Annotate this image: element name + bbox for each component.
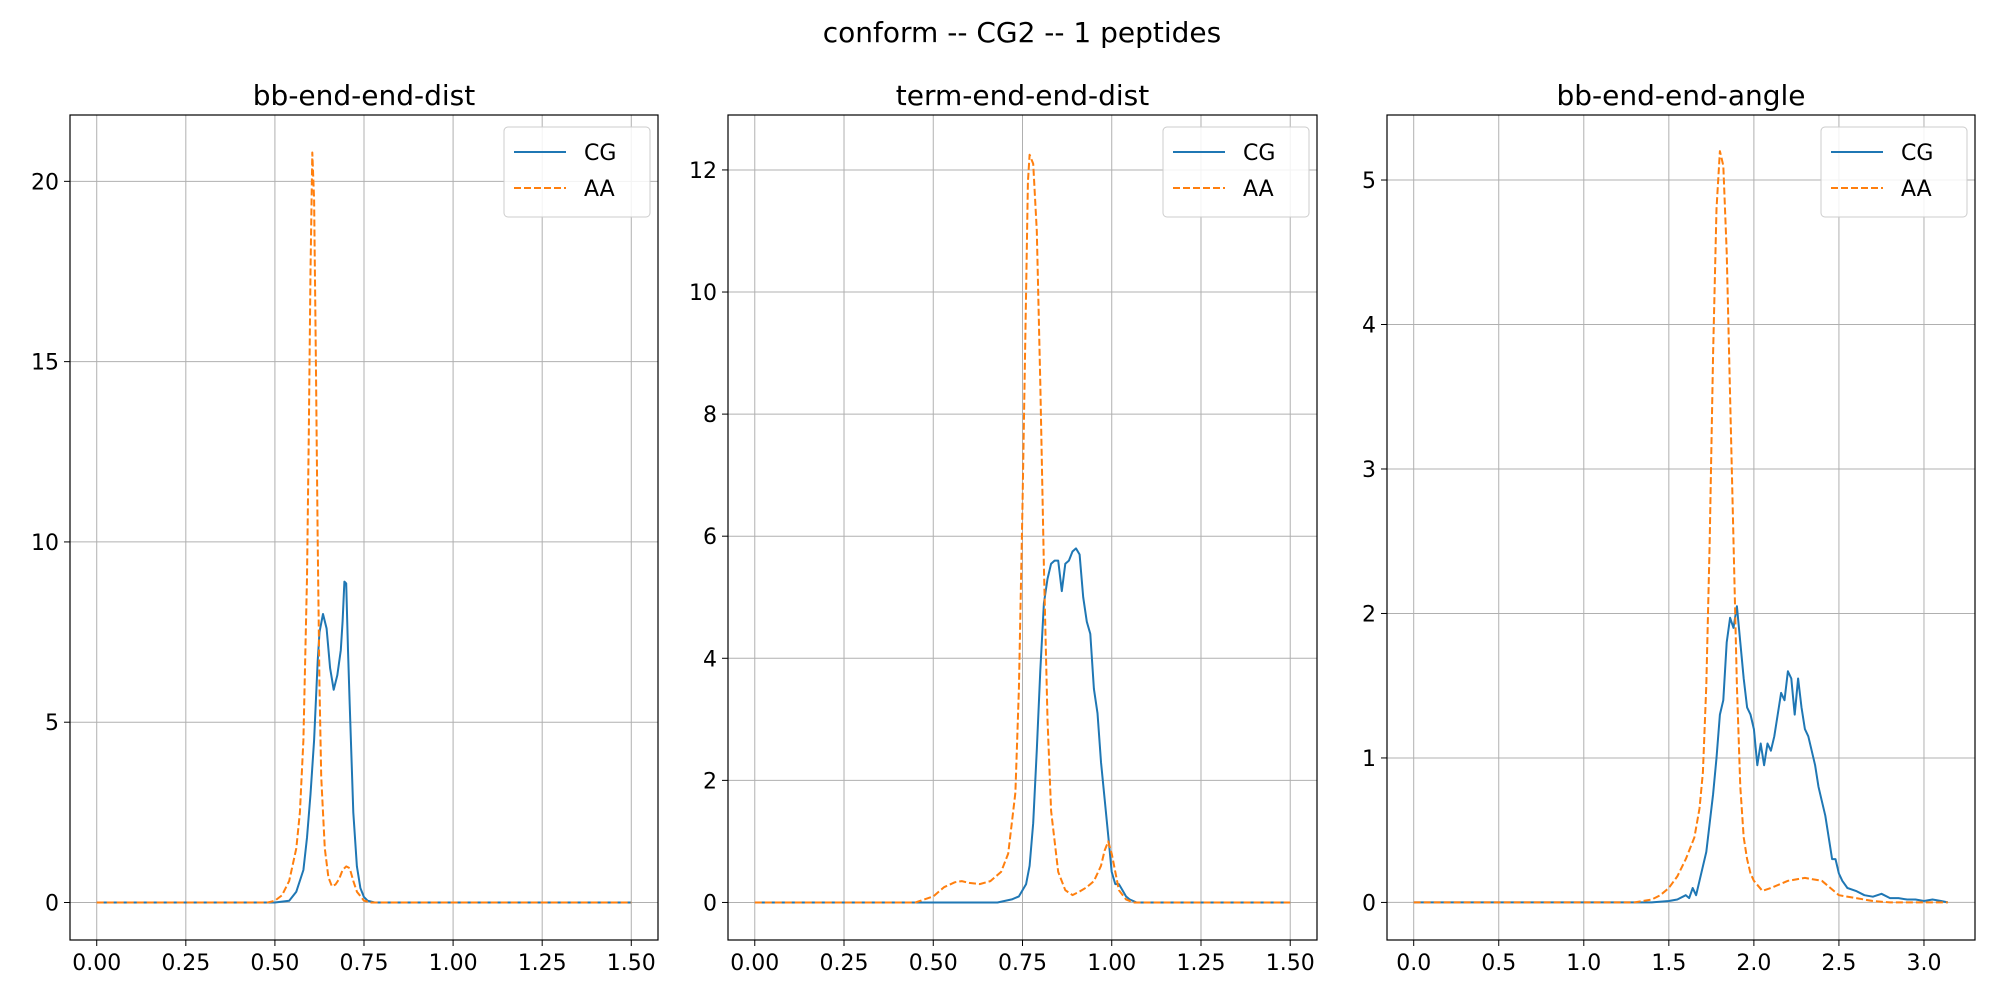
x-tick-label: 0.00	[730, 951, 779, 976]
x-tick-label: 0.50	[909, 951, 958, 976]
x-tick-label: 0.00	[72, 951, 121, 976]
x-tick-label: 1.50	[1266, 951, 1315, 976]
y-tick-label: 0	[703, 891, 717, 916]
axes-frame	[1386, 114, 1976, 941]
y-tick-label: 8	[703, 403, 717, 428]
y-tick-label: 5	[45, 711, 59, 736]
series-line-cg	[96, 580, 632, 904]
figure-title: conform -- CG2 -- 1 peptides	[823, 16, 1221, 49]
subplot-title: bb-end-end-dist	[253, 79, 475, 112]
y-tick-label: 4	[1362, 314, 1376, 339]
subplot-3: bb-end-end-angle 0.0 0.5 1.0 1.5 2.0 2.5 3.0 0 1 2…	[1362, 79, 1976, 976]
y-tick-label: 2	[703, 769, 717, 794]
legend-label: AA	[584, 177, 615, 202]
series-line-aa	[1413, 150, 1948, 904]
y-tick-label: 20	[31, 170, 59, 195]
x-tick-label: 2.5	[1821, 951, 1856, 976]
x-tick-label: 0.50	[250, 951, 299, 976]
legend-label: CG	[1243, 141, 1275, 166]
y-tick-label: 4	[703, 647, 717, 672]
y-tick-label: 2	[1362, 602, 1376, 627]
subplot-2: term-end-end-dist 0.00 0.25 0.50 0.75 1.00 1.2…	[689, 79, 1318, 976]
y-tick-label: 3	[1362, 458, 1376, 483]
legend-box	[1820, 126, 1968, 218]
x-tick-label: 1.25	[1176, 951, 1225, 976]
x-tick-label: 0.75	[998, 951, 1047, 976]
x-tick-label: 0.5	[1481, 951, 1516, 976]
legend: CG AA	[1820, 126, 1968, 218]
y-tick-label: 0	[1362, 891, 1376, 916]
series-line-cg	[1413, 605, 1949, 904]
subplot-title: term-end-end-dist	[896, 79, 1149, 112]
y-tick-label: 5	[1362, 169, 1376, 194]
y-tick-label: 15	[31, 351, 59, 376]
y-tick-label: 12	[689, 159, 717, 184]
series-line-cg	[754, 547, 1291, 904]
y-tick-label: 10	[31, 531, 59, 556]
x-tick-label: 0.75	[340, 951, 389, 976]
legend-label: CG	[1901, 141, 1933, 166]
legend-box	[503, 126, 651, 218]
x-tick-label: 0.25	[820, 951, 869, 976]
series-line-aa	[754, 153, 1291, 904]
legend: CG AA	[503, 126, 651, 218]
x-tick-label: 2.0	[1736, 951, 1771, 976]
x-tick-label: 1.5	[1651, 951, 1686, 976]
legend-box	[1162, 126, 1310, 218]
y-tick-label: 1	[1362, 747, 1376, 772]
subplot-title: bb-end-end-angle	[1556, 79, 1805, 112]
x-tick-label: 1.00	[429, 951, 478, 976]
series-line-aa	[96, 151, 632, 904]
y-tick-label: 6	[703, 525, 717, 550]
legend-label: AA	[1243, 177, 1274, 202]
legend: CG AA	[1162, 126, 1310, 218]
legend-label: CG	[584, 141, 616, 166]
x-tick-label: 1.0	[1566, 951, 1601, 976]
y-tick-label: 0	[45, 892, 59, 917]
legend-label: AA	[1901, 177, 1932, 202]
x-tick-label: 1.00	[1087, 951, 1136, 976]
subplot-1: bb-end-end-dist 0.00 0.25 0.50 0.75 1.00 1.25 1…	[31, 79, 659, 976]
x-tick-label: 0.0	[1396, 951, 1431, 976]
x-tick-label: 0.25	[161, 951, 210, 976]
x-tick-label: 3.0	[1906, 951, 1941, 976]
x-tick-label: 1.50	[607, 951, 656, 976]
x-tick-label: 1.25	[518, 951, 567, 976]
y-tick-label: 10	[689, 281, 717, 306]
